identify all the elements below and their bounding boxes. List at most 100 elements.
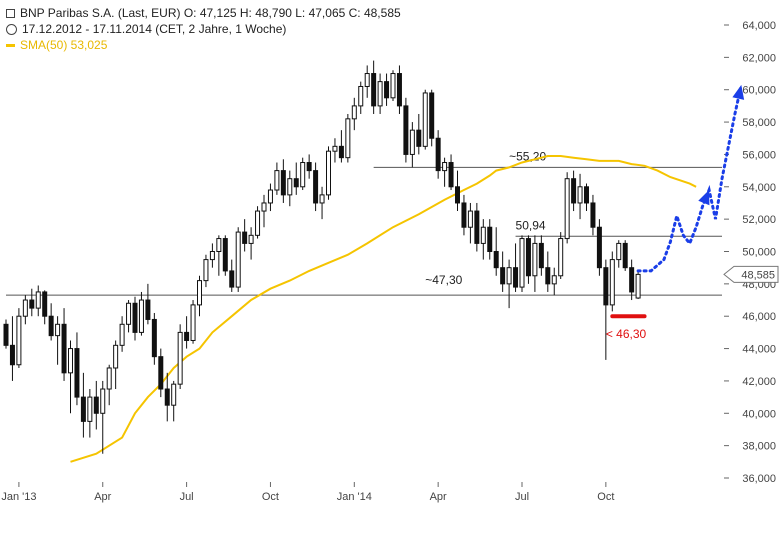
candle-up xyxy=(203,259,209,282)
candle-up xyxy=(616,242,622,261)
header-sma: SMA(50) 53,025 xyxy=(20,38,108,52)
candle-down xyxy=(461,202,467,228)
candle-up xyxy=(138,299,144,333)
candle-up xyxy=(326,150,331,196)
candle-down xyxy=(474,210,480,244)
candle-down xyxy=(455,186,460,204)
y-tick-label: 62,000 xyxy=(742,52,776,64)
chart-header-line-3: SMA(50) 53,025 xyxy=(5,38,107,52)
x-tick-label: Apr xyxy=(430,491,447,503)
candle-up xyxy=(467,210,473,228)
candle-down xyxy=(158,356,164,390)
sma-line xyxy=(70,155,697,463)
projection-arrowhead xyxy=(732,84,745,100)
y-tick-label: 36,000 xyxy=(742,473,776,485)
candle-up xyxy=(216,238,222,253)
candle-up xyxy=(609,259,615,306)
candle-up xyxy=(87,396,93,422)
symbol-icon xyxy=(6,8,15,18)
candle-up xyxy=(351,105,357,120)
y-tick-label: 56,000 xyxy=(742,149,776,161)
candle-up xyxy=(274,170,280,191)
candle-down xyxy=(384,81,390,99)
candle-up xyxy=(22,299,28,317)
x-tick-label: Oct xyxy=(597,491,614,503)
clock-icon xyxy=(6,23,17,35)
chart-header-line-1: BNP Paribas S.A. (Last, EUR) O: 47,125 H… xyxy=(5,6,401,20)
projection-arrowhead xyxy=(698,190,710,206)
candle-down xyxy=(313,170,319,204)
candle-down xyxy=(74,348,80,398)
candle-up xyxy=(255,210,261,236)
candle-up xyxy=(558,238,564,277)
candle-down xyxy=(3,323,9,346)
chart-header-line-2: 17.12.2012 - 17.11.2014 (CET, 2 Jahre, 1… xyxy=(5,22,286,36)
candle-up xyxy=(390,73,396,99)
y-tick-label: 38,000 xyxy=(742,441,776,453)
candle-up xyxy=(126,302,132,325)
candle-down xyxy=(164,388,170,406)
candle-down xyxy=(280,170,286,196)
candle-up xyxy=(16,315,22,366)
last-price-marker xyxy=(723,265,779,283)
y-tick-label: 42,000 xyxy=(742,376,776,388)
candle-up xyxy=(577,186,583,204)
candle-up xyxy=(113,344,119,369)
candle-down xyxy=(403,105,409,155)
header-quote: BNP Paribas S.A. (Last, EUR) O: 47,125 H… xyxy=(20,6,401,20)
y-tick-label: 54,000 xyxy=(742,182,776,194)
candle-up xyxy=(635,273,641,299)
candle-down xyxy=(500,267,506,285)
candle-up xyxy=(248,234,254,244)
candle-down xyxy=(603,267,609,306)
candle-up xyxy=(287,178,293,196)
candle-down xyxy=(184,331,190,341)
candle-down xyxy=(538,242,544,269)
candle-down xyxy=(145,299,151,320)
y-tick-label: 58,000 xyxy=(742,117,776,129)
y-tick-label: 50,000 xyxy=(742,247,776,259)
candle-down xyxy=(229,270,235,288)
candle-down xyxy=(42,291,48,317)
candle-down xyxy=(590,202,596,228)
x-tick-label: Jan '14 xyxy=(337,491,372,503)
candle-up xyxy=(377,81,383,107)
candle-down xyxy=(493,251,499,269)
candle-down xyxy=(629,267,635,293)
last-price-label: 48,585 xyxy=(741,269,775,281)
candle-down xyxy=(132,302,138,333)
candle-down xyxy=(222,238,228,272)
candle-down xyxy=(9,344,15,366)
candle-up xyxy=(35,291,41,309)
level-label: ~47,30 xyxy=(425,273,462,287)
candle-up xyxy=(235,231,241,288)
candle-down xyxy=(513,267,519,288)
candle-up xyxy=(209,251,215,261)
candle-down xyxy=(448,162,454,188)
header-period: 17.12.2012 - 17.11.2014 (CET, 2 Jahre, 1… xyxy=(22,22,287,36)
candle-down xyxy=(293,178,299,188)
candle-down xyxy=(584,186,589,204)
sma-legend-swatch xyxy=(6,43,15,47)
candle-down xyxy=(545,267,551,285)
y-tick-label: 44,000 xyxy=(742,344,776,356)
candle-up xyxy=(332,145,338,152)
candle-up xyxy=(261,202,267,212)
candle-up xyxy=(345,118,351,159)
candle-down xyxy=(416,129,422,147)
y-tick-label: 64,000 xyxy=(742,20,776,32)
candle-up xyxy=(55,323,61,337)
candle-up xyxy=(119,323,125,346)
candle-down xyxy=(93,396,99,414)
candle-up xyxy=(319,194,325,204)
x-tick-label: Jul xyxy=(515,491,529,503)
candle-up xyxy=(300,162,306,188)
candle-down xyxy=(80,396,86,422)
candle-up xyxy=(177,331,183,385)
candle-down xyxy=(571,178,577,204)
candle-down xyxy=(371,73,377,107)
x-tick-label: Oct xyxy=(262,491,279,503)
x-tick-label: Jul xyxy=(180,491,194,503)
x-tick-label: Apr xyxy=(94,491,111,503)
